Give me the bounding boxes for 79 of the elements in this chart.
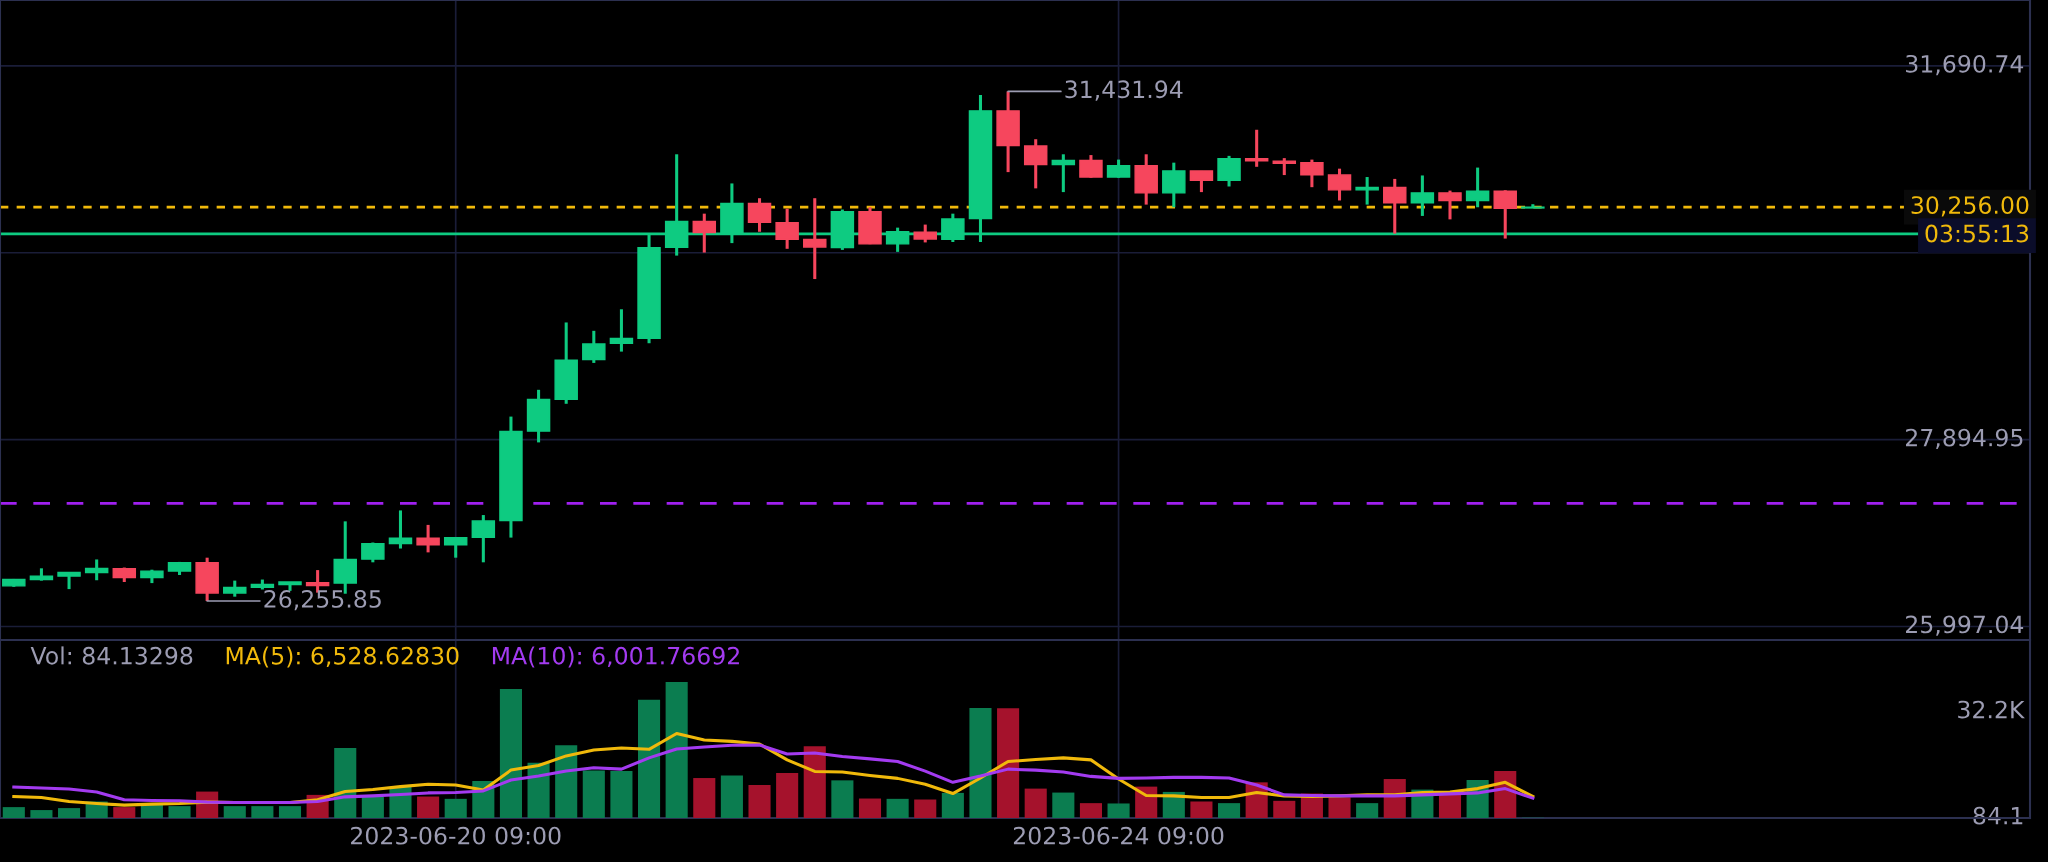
text: MA(10): 6,001.76692 [492, 646, 739, 668]
bar [720, 775, 743, 818]
candlestick [1438, 190, 1462, 220]
bar [1438, 794, 1462, 818]
bar [361, 796, 384, 818]
candlestick [775, 208, 799, 249]
y-tick-label: 25,997.04 [1906, 615, 2024, 636]
candlestick [582, 329, 606, 363]
ref-line-label: 30,256.00 [1911, 196, 2029, 217]
bar [748, 784, 771, 818]
bar [168, 806, 191, 818]
bar [444, 798, 467, 818]
x-tick-label: 2023-06-24 09:00 [1013, 826, 1224, 845]
annotation: Vol: 84.13298 [30, 646, 193, 665]
bar [914, 799, 937, 818]
candlestick [1217, 154, 1241, 187]
candlestick [1162, 162, 1186, 208]
bar [30, 810, 53, 818]
bar [997, 708, 1020, 818]
bar [1052, 792, 1075, 818]
bar [1328, 797, 1351, 818]
y-tick-label: 31,690.74 [1906, 54, 2024, 76]
bar [582, 770, 605, 818]
y-tick-label: 27,894.95 [1906, 428, 2023, 449]
candlestick [1106, 159, 1131, 178]
bar [555, 745, 578, 818]
annotation: 26,255.85 [264, 590, 381, 611]
candlestick [1023, 139, 1048, 189]
bar [1356, 803, 1379, 818]
candlestick [1383, 177, 1407, 234]
bar [1190, 801, 1213, 818]
bar [417, 796, 440, 818]
candlestick [1051, 154, 1076, 194]
bar [969, 708, 992, 818]
bar [886, 798, 909, 818]
bar [1079, 803, 1102, 818]
bar [278, 806, 302, 818]
bar [858, 798, 882, 818]
bar [803, 746, 826, 818]
candlestick [1410, 175, 1435, 216]
candlestick [443, 536, 468, 558]
bar [1218, 803, 1241, 818]
candlestick [692, 213, 717, 253]
line-series [12, 743, 1535, 805]
bar [1107, 803, 1130, 818]
bar [776, 773, 799, 818]
candlestick [1079, 155, 1103, 178]
bar [610, 771, 633, 818]
annotation: 31,431.94 [1065, 80, 1183, 101]
bar [1024, 788, 1047, 818]
bar [2, 807, 25, 818]
bar [251, 806, 274, 818]
candlestick [1465, 167, 1490, 208]
candlestick [1189, 170, 1214, 194]
candlestick [609, 309, 634, 352]
bar [693, 778, 716, 818]
candlestick [1327, 168, 1352, 201]
candlestick [1300, 159, 1324, 189]
bar [58, 808, 81, 818]
annotation: 03:55:13 [1925, 224, 2029, 243]
candlestick [1493, 190, 1517, 239]
bar [638, 699, 661, 818]
candlestick [416, 523, 440, 553]
bar [499, 688, 522, 818]
text: MA(5): 6,528.62830 [226, 646, 459, 668]
candlestick [1355, 177, 1379, 205]
bar [1273, 800, 1296, 818]
candlestick [471, 515, 496, 563]
bar [665, 681, 688, 818]
bar [113, 807, 136, 818]
candlestick [747, 198, 772, 232]
y-tick-label: 32.2K [1958, 700, 2025, 719]
candlestick [1244, 128, 1269, 167]
bar [334, 747, 357, 818]
x-tick-label: 2023-06-20 09:00 [351, 826, 561, 845]
bar [941, 792, 964, 818]
bar [831, 780, 854, 818]
bar [223, 806, 246, 818]
candlestick [803, 198, 827, 281]
